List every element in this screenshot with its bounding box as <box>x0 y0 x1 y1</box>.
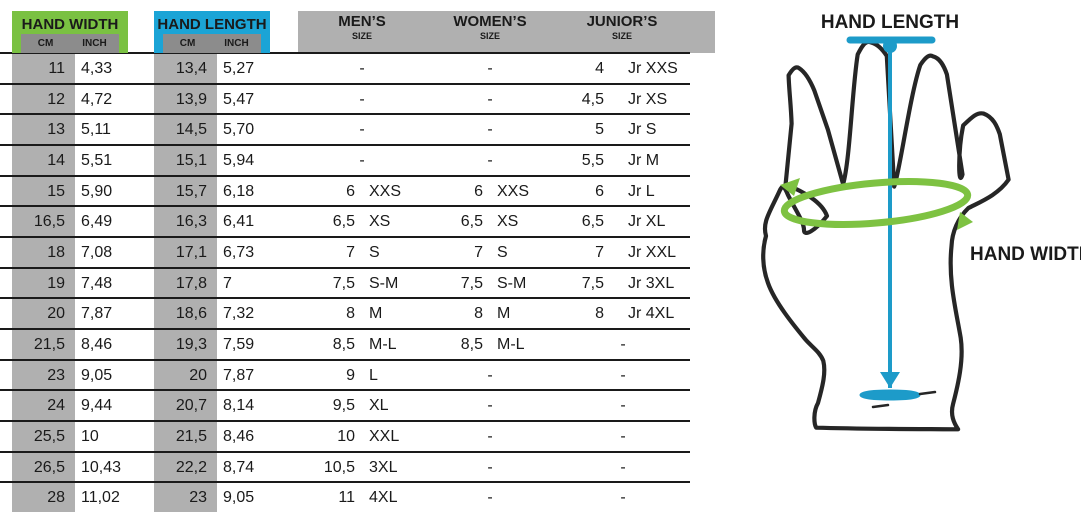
svg-text:HAND WIDTH: HAND WIDTH <box>970 244 1081 265</box>
svg-text:HAND LENGTH: HAND LENGTH <box>821 12 959 33</box>
